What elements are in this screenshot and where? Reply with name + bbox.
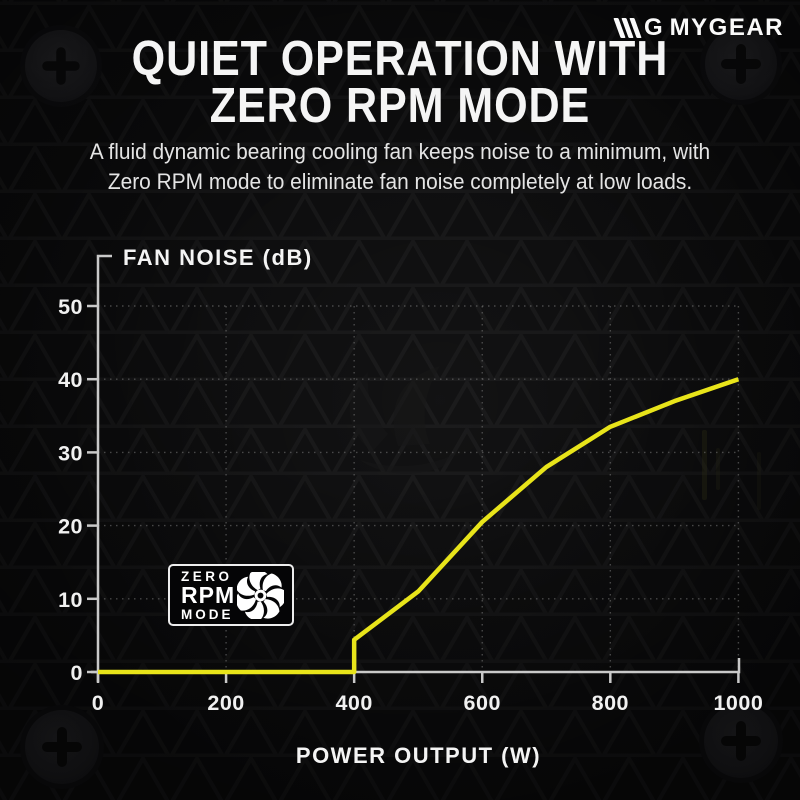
page-subtitle: A fluid dynamic bearing cooling fan keep… [0, 137, 800, 196]
x-tick-label: 800 [592, 691, 629, 715]
screw-bottom-left-icon [20, 705, 104, 789]
y-tick-label: 0 [71, 661, 83, 685]
x-tick-label: 400 [335, 691, 372, 715]
noise-curve [98, 377, 740, 675]
fan-icon [237, 571, 284, 619]
badge-line-rpm: RPM [181, 581, 236, 608]
x-tick-label: 1000 [713, 691, 763, 715]
y-axis-title: FAN NOISE (dB) [123, 245, 313, 270]
tick-label-group: 0 200 400 600 800 1000 0 10 20 30 40 50 [58, 295, 763, 715]
zero-rpm-badge: ZERO RPM MODE [168, 564, 294, 626]
tick-group [87, 304, 740, 683]
page-subtitle-line1: A fluid dynamic bearing cooling fan keep… [89, 139, 711, 164]
y-tick-label: 30 [58, 441, 83, 465]
brand-name: MYGEAR [669, 14, 784, 41]
badge-line-zero: ZERO [181, 568, 233, 584]
brand-mark-letter: G [643, 14, 663, 41]
page-title-line2: ZERO RPM MODE [209, 79, 591, 133]
badge-line-mode: MODE [181, 606, 234, 622]
page-subtitle-line2: Zero RPM mode to eliminate fan noise com… [107, 168, 693, 194]
screw-bottom-right-icon [699, 699, 783, 783]
x-tick-label: 200 [207, 691, 244, 715]
watermark-sails-icon [349, 366, 458, 474]
brand-logo: G MYGEAR [613, 14, 784, 42]
y-tick-label: 50 [58, 295, 83, 319]
x-tick-label: 0 [92, 691, 104, 715]
zero-rpm-badge-text: ZERO RPM MODE [181, 569, 235, 622]
background-smudges [702, 430, 761, 510]
y-tick-label: 20 [58, 515, 83, 539]
y-axis [96, 254, 112, 682]
y-tick-label: 40 [58, 368, 83, 392]
x-tick-label: 600 [464, 691, 501, 715]
screw-top-right-icon [700, 23, 782, 105]
x-axis-title: POWER OUTPUT (W) [295, 743, 542, 768]
grid-group [98, 305, 740, 672]
y-tick-label: 10 [58, 588, 83, 612]
page-title: QUIET OPERATION WITH ZERO RPM MODE [0, 32, 800, 133]
page-title-line1: QUIET OPERATION WITH [131, 32, 669, 86]
screw-top-left-icon [20, 25, 102, 107]
